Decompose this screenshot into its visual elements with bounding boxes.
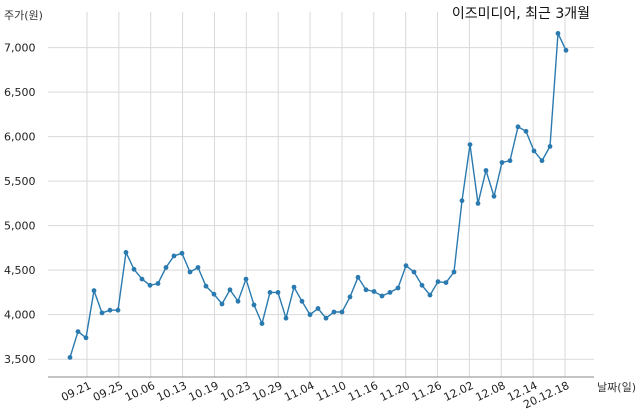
data-point — [139, 276, 145, 282]
data-point — [107, 307, 113, 313]
x-tick-label: 11.20 — [378, 379, 412, 404]
x-tick-label: 12.02 — [442, 379, 476, 404]
y-tick-label: 5,000 — [4, 220, 36, 233]
x-tick-label: 10.29 — [250, 379, 284, 404]
x-tick-label: 11.10 — [314, 379, 348, 404]
y-axis-title: 주가(원) — [4, 9, 43, 22]
x-tick-label: 11.04 — [282, 379, 316, 404]
data-point — [491, 193, 497, 199]
data-point — [419, 282, 425, 288]
y-tick-label: 3,500 — [4, 353, 36, 366]
data-point — [435, 279, 441, 285]
data-point — [443, 280, 449, 285]
data-point — [155, 281, 161, 286]
data-point — [499, 160, 505, 165]
data-point — [67, 355, 73, 360]
data-point — [131, 266, 137, 272]
data-point — [91, 288, 97, 293]
data-point — [347, 294, 353, 300]
data-point — [363, 287, 369, 293]
y-tick-label: 7,000 — [4, 42, 36, 55]
data-point — [379, 293, 385, 299]
data-point — [395, 285, 401, 291]
x-axis-ticks: 09.2109.2510.0610.1310.1910.2310.2911.04… — [59, 379, 571, 411]
data-point — [507, 158, 513, 164]
data-point — [547, 144, 553, 149]
data-point — [475, 201, 481, 206]
data-point — [291, 284, 297, 290]
price-series-points — [67, 31, 569, 360]
data-point — [83, 335, 89, 341]
data-point — [555, 31, 561, 36]
data-point — [515, 124, 521, 130]
data-point — [451, 269, 457, 275]
data-point — [531, 148, 537, 154]
data-point — [563, 47, 569, 53]
data-point — [307, 312, 313, 318]
x-tick-label: 10.13 — [155, 379, 189, 404]
data-point — [523, 128, 529, 134]
data-point — [179, 250, 185, 256]
x-tick-label: 10.23 — [219, 379, 253, 404]
data-point — [371, 289, 377, 294]
x-tick-label: 10.06 — [123, 379, 157, 404]
data-point — [147, 282, 153, 288]
y-axis-ticks: 3,500 4,000 4,500 5,000 5,500 6,000 6,500 7,000 — [4, 42, 36, 367]
data-point — [331, 309, 337, 315]
grid — [48, 12, 594, 377]
x-tick-label: 11.26 — [410, 379, 444, 404]
x-tick-label: 09.25 — [91, 379, 125, 404]
data-point — [227, 287, 233, 293]
chart-title: 이즈미디어, 최근 3개월 — [452, 6, 590, 22]
y-tick-label: 4,000 — [4, 309, 36, 322]
y-tick-label: 4,500 — [4, 264, 36, 277]
data-point — [483, 168, 489, 173]
data-point — [315, 306, 321, 311]
y-tick-label: 6,000 — [4, 131, 36, 144]
x-tick-label: 10.19 — [187, 379, 221, 404]
x-tick-label: 09.21 — [59, 379, 93, 404]
data-point — [115, 307, 121, 313]
data-point — [467, 142, 473, 148]
data-point — [267, 290, 273, 295]
data-point — [163, 265, 169, 270]
data-point — [243, 276, 249, 282]
data-point — [211, 291, 217, 297]
data-point — [411, 269, 417, 275]
x-tick-label: 12.08 — [473, 379, 507, 404]
data-point — [275, 290, 281, 295]
data-point — [459, 198, 465, 204]
data-point — [203, 283, 209, 289]
data-point — [251, 302, 257, 308]
data-point — [339, 309, 345, 315]
data-point — [387, 290, 393, 295]
data-point — [195, 265, 201, 270]
data-point — [235, 298, 241, 304]
data-point — [123, 250, 129, 255]
data-point — [283, 315, 289, 321]
data-point — [187, 269, 193, 275]
y-tick-label: 5,500 — [4, 175, 36, 188]
data-point — [219, 301, 225, 307]
data-point — [427, 292, 433, 298]
x-tick-label: 11.16 — [346, 379, 380, 404]
data-point — [323, 315, 329, 321]
x-axis-title: 날짜(일) — [597, 380, 636, 394]
data-point — [75, 329, 81, 334]
y-tick-label: 6,500 — [4, 86, 36, 99]
data-point — [539, 158, 545, 164]
data-point — [355, 274, 361, 280]
data-point — [99, 310, 105, 316]
data-point — [403, 263, 409, 269]
data-point — [299, 298, 305, 304]
data-point — [171, 253, 177, 259]
data-point — [259, 321, 265, 326]
